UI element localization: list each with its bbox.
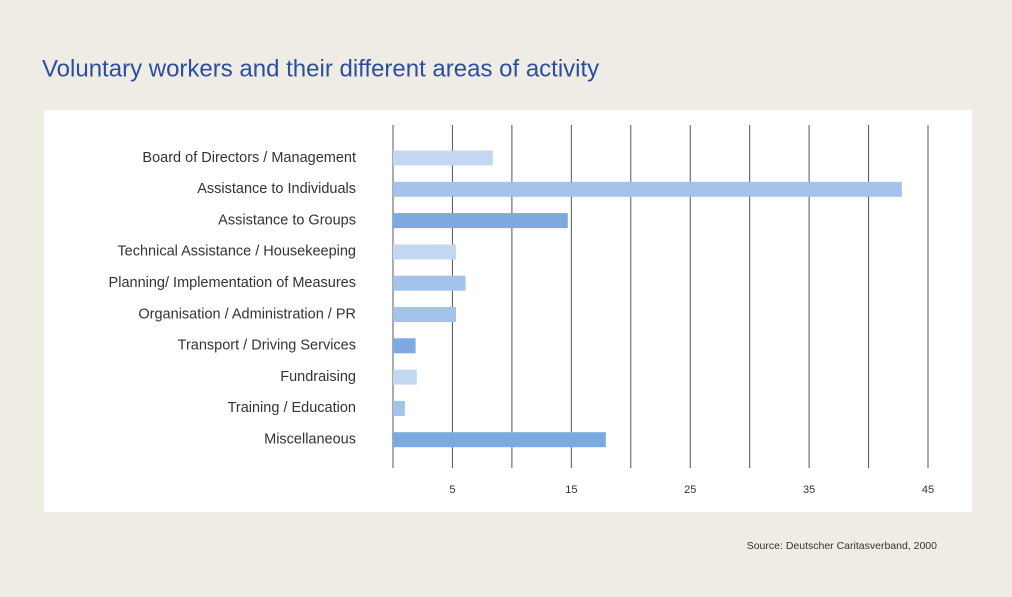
source: Source: Deutscher Caritasverband, 2000 [747, 540, 937, 552]
x-tick-label: 35 [803, 484, 815, 496]
x-tick-label: 15 [565, 484, 577, 496]
bar [393, 338, 416, 354]
y-tick-label: Board of Directors / Management [142, 150, 356, 166]
bar [393, 432, 606, 448]
y-tick-label: Assistance to Groups [218, 212, 356, 228]
y-tick-label: Planning/ Implementation of Measures [109, 275, 356, 291]
x-tick-label: 25 [684, 484, 696, 496]
x-tick-label: 5 [449, 484, 455, 496]
bar [393, 244, 457, 260]
bar [393, 369, 417, 385]
bar [393, 213, 568, 229]
y-tick-label: Training / Education [228, 400, 356, 416]
bar [393, 275, 466, 291]
y-tick-label: Assistance to Individuals [197, 181, 356, 197]
bar [393, 181, 902, 197]
y-tick-label: Miscellaneous [264, 432, 356, 448]
bar [393, 307, 457, 322]
x-tick-label: 45 [922, 484, 934, 496]
bar [393, 150, 493, 166]
bar [393, 400, 405, 416]
y-tick-label: Fundraising [280, 369, 356, 385]
y-tick-label: Technical Assistance / Housekeeping [117, 244, 356, 260]
y-tick-label: Organisation / Administration / PR [138, 306, 356, 322]
chart-title: Voluntary workers and their different ar… [42, 55, 599, 82]
y-tick-label: Transport / Driving Services [178, 338, 356, 354]
